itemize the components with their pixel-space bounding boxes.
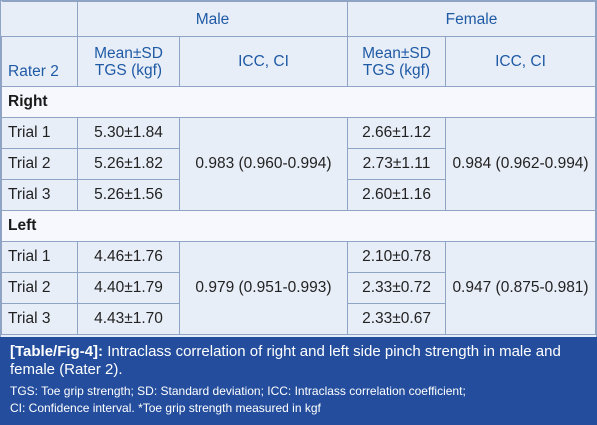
female-mean-sd-header-line2: TGS (kgf)	[362, 61, 431, 79]
trial-label: Trial 3	[1, 179, 78, 211]
female-mean-sd-value: 2.66±1.12	[347, 117, 447, 149]
rater-header: Rater 2	[1, 36, 78, 87]
female-mean-sd-value: 2.33±0.67	[347, 303, 447, 335]
female-mean-sd-header-line1: Mean±SD	[362, 44, 431, 62]
caption-note-units: CI: Confidence interval. *Toe grip stren…	[10, 401, 321, 415]
caption-note-abbreviations: TGS: Toe grip strength; SD: Standard dev…	[10, 384, 466, 398]
female-group-header: Female	[347, 1, 597, 37]
male-icc-header: ICC, CI	[178, 36, 349, 87]
male-mean-sd-value: 4.43±1.70	[77, 303, 180, 335]
female-mean-sd-value: 2.60±1.16	[347, 179, 447, 211]
male-mean-sd-value: 5.30±1.84	[77, 117, 180, 149]
trial-label: Trial 3	[1, 303, 78, 335]
male-mean-sd-value: 4.40±1.79	[77, 272, 180, 304]
male-mean-sd-value: 5.26±1.82	[77, 148, 180, 180]
female-icc-value: 0.947 (0.875-0.981)	[445, 241, 597, 335]
female-mean-sd-value: 2.33±0.72	[347, 272, 447, 304]
section-label-right: Right	[0, 86, 597, 118]
caption-title: [Table/Fig-4]: Intraclass correlation of…	[10, 343, 590, 379]
caption-box: [Table/Fig-4]: Intraclass correlation of…	[0, 337, 597, 425]
trial-label: Trial 2	[1, 272, 78, 304]
header-empty-cell	[1, 1, 78, 37]
trial-label: Trial 1	[1, 241, 78, 273]
section-label-left: Left	[0, 210, 597, 242]
male-icc-value: 0.979 (0.951-0.993)	[178, 241, 349, 335]
male-mean-sd-header-line1: Mean±SD	[94, 44, 163, 62]
caption-text: Intraclass correlation of right and left…	[10, 343, 561, 378]
male-group-header: Male	[76, 1, 349, 37]
female-mean-sd-value: 2.10±0.78	[347, 241, 447, 273]
female-mean-sd-value: 2.73±1.11	[347, 148, 447, 180]
trial-label: Trial 2	[1, 148, 78, 180]
female-icc-header: ICC, CI	[445, 36, 597, 87]
male-mean-sd-header-line2: TGS (kgf)	[94, 61, 163, 79]
trial-label: Trial 1	[1, 117, 78, 149]
caption-label: [Table/Fig-4]:	[10, 343, 104, 360]
female-icc-value: 0.984 (0.962-0.994)	[445, 117, 597, 211]
male-mean-sd-value: 5.26±1.56	[77, 179, 180, 211]
female-mean-sd-header: Mean±SD TGS (kgf)	[347, 36, 447, 87]
caption-notes: TGS: Toe grip strength; SD: Standard dev…	[10, 383, 590, 417]
male-mean-sd-header: Mean±SD TGS (kgf)	[77, 36, 180, 87]
data-table: Male Female Rater 2 Mean±SD TGS (kgf) IC…	[0, 1, 597, 335]
male-mean-sd-value: 4.46±1.76	[77, 241, 180, 273]
male-icc-value: 0.983 (0.960-0.994)	[178, 117, 349, 211]
